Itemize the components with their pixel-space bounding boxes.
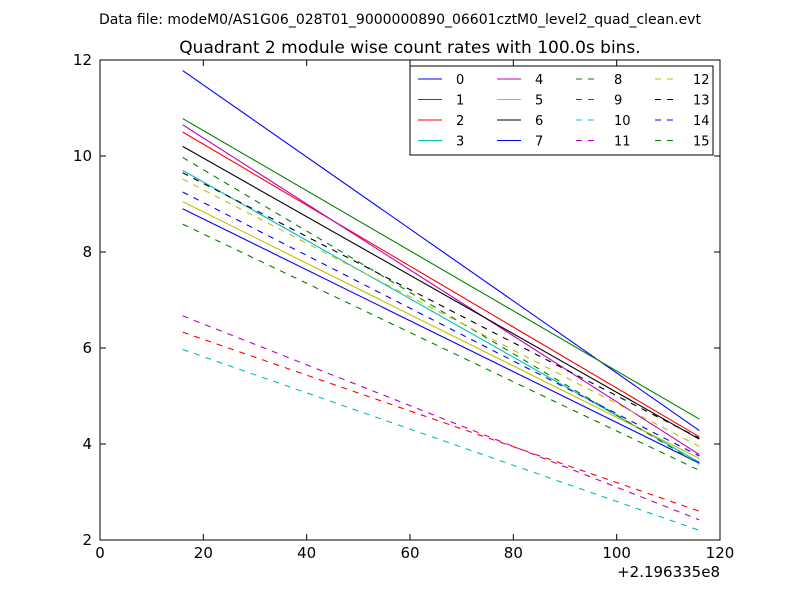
legend-box: [409, 65, 714, 156]
series-line-4: [182, 124, 700, 456]
legend-label-12: 12: [693, 73, 710, 88]
x-tick-label: 40: [297, 544, 316, 562]
series-line-0: [182, 70, 700, 432]
legend-label-5: 5: [535, 94, 543, 109]
legend-label-15: 15: [693, 135, 710, 150]
legend-label-13: 13: [693, 94, 710, 109]
series-line-6: [182, 145, 700, 440]
series-line-1: [182, 118, 700, 420]
legend-label-0: 0: [456, 73, 464, 88]
y-tick-label: 12: [73, 51, 92, 69]
y-tick-label: 10: [73, 147, 92, 165]
legend-label-9: 9: [614, 94, 622, 109]
series-line-14: [182, 191, 700, 457]
legend-label-2: 2: [456, 114, 464, 129]
legend-label-1: 1: [456, 94, 464, 109]
y-tick-label: 4: [82, 435, 92, 453]
y-tick-label: 2: [82, 531, 92, 549]
y-tick-label: 6: [82, 339, 92, 357]
series-line-3: [182, 169, 700, 463]
series-line-8: [182, 156, 700, 465]
x-tick-label: 120: [706, 544, 735, 562]
plot-frame: [99, 59, 721, 541]
legend-label-3: 3: [456, 135, 464, 150]
x-offset-label: +2.196335e8: [617, 563, 720, 581]
x-tick-label: 20: [194, 544, 213, 562]
legend-label-14: 14: [693, 114, 710, 129]
chart-title: Quadrant 2 module wise count rates with …: [179, 38, 640, 58]
chart-suptitle: Data file: modeM0/AS1G06_028T01_90000008…: [99, 12, 701, 28]
legend-label-6: 6: [535, 114, 543, 129]
legend-label-7: 7: [535, 135, 543, 150]
x-tick-label: 60: [400, 544, 419, 562]
series-line-10: [182, 348, 700, 531]
x-tick-label: 100: [602, 544, 631, 562]
series-line-11: [182, 315, 700, 521]
legend-label-8: 8: [614, 73, 622, 88]
legend-label-4: 4: [535, 73, 543, 88]
x-tick-label: 80: [504, 544, 523, 562]
legend-label-10: 10: [614, 114, 631, 129]
series-line-13: [182, 172, 700, 439]
series-line-12: [182, 178, 700, 447]
series-line-5: [182, 201, 700, 459]
series-line-2: [182, 131, 700, 438]
legend-label-11: 11: [614, 135, 631, 150]
y-tick-label: 8: [82, 243, 92, 261]
series-line-7: [182, 208, 700, 464]
x-tick-label: 0: [95, 544, 105, 562]
series-layer: [182, 70, 700, 531]
